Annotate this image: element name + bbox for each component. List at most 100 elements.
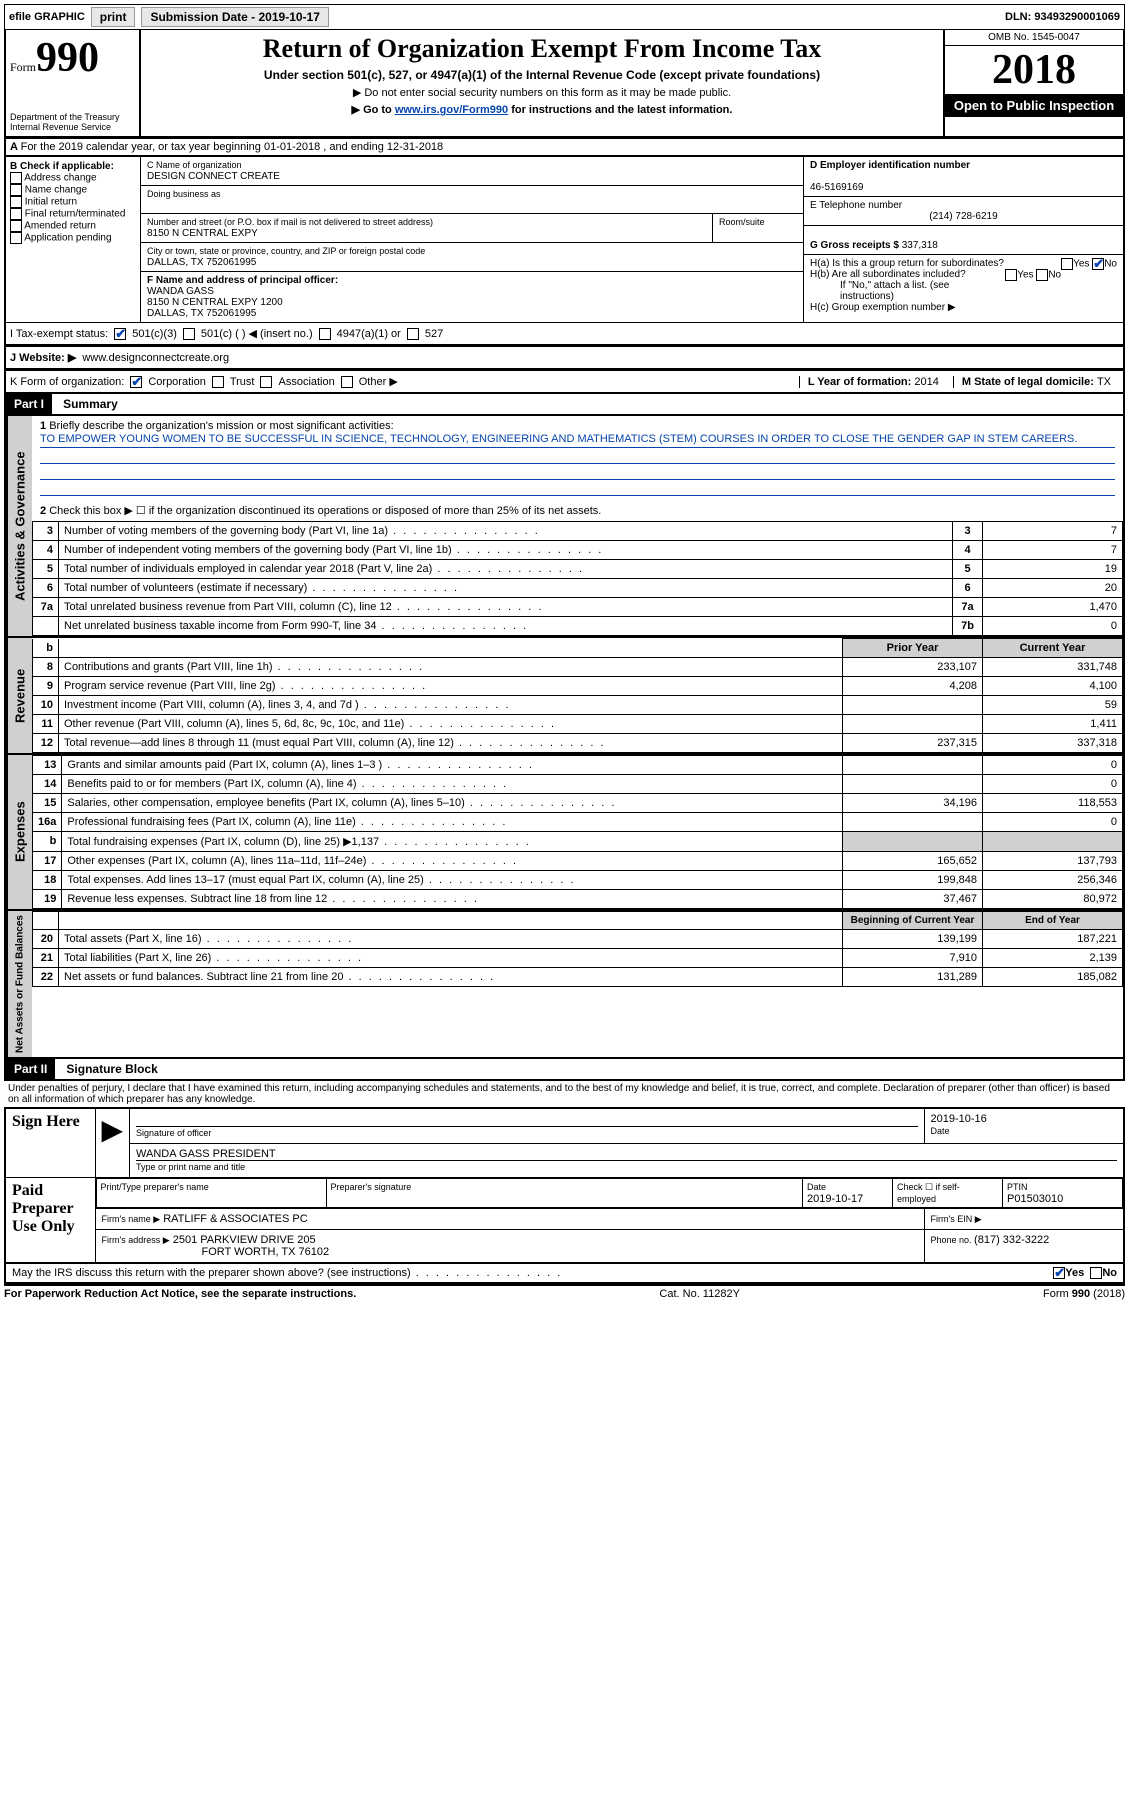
governance-table: 3Number of voting members of the governi…: [32, 521, 1123, 636]
form-title: Return of Organization Exempt From Incom…: [149, 34, 935, 64]
checkbox-527[interactable]: [407, 328, 419, 340]
part-1-header: Part I Summary: [4, 394, 1125, 416]
checkbox-final-return[interactable]: [10, 208, 22, 220]
topbar: efile GRAPHIC print Submission Date - 20…: [4, 4, 1125, 30]
signature-block: Sign Here ▶ Signature of officer 2019-10…: [4, 1107, 1125, 1264]
paid-preparer-label: Paid Preparer Use Only: [5, 1178, 95, 1264]
name-title-label: Type or print name and title: [136, 1162, 245, 1172]
label-city: City or town, state or province, country…: [147, 246, 425, 256]
sections-b-thru-g: B Check if applicable: Address change Na…: [4, 157, 1125, 322]
checkbox-hb-yes[interactable]: [1005, 269, 1017, 281]
efile-label: efile GRAPHIC: [9, 11, 85, 23]
label-org-name: C Name of organization: [147, 160, 242, 170]
h-a: H(a) Is this a group return for subordin…: [810, 258, 1117, 269]
firm-name: RATLIFF & ASSOCIATES PC: [163, 1213, 307, 1225]
checkbox-trust[interactable]: [212, 376, 224, 388]
firm-addr2: FORT WORTH, TX 76102: [102, 1246, 330, 1258]
state-domicile: TX: [1097, 376, 1111, 388]
part1-revenue: Revenue b Prior Year Current Year 8Contr…: [4, 638, 1125, 755]
officer-addr1: 8150 N CENTRAL EXPY 1200: [147, 297, 283, 308]
label-gross: G Gross receipts $: [810, 240, 902, 251]
discuss-row: May the IRS discuss this return with the…: [4, 1264, 1125, 1284]
footer: For Paperwork Reduction Act Notice, see …: [4, 1284, 1125, 1300]
submission-date-button[interactable]: Submission Date - 2019-10-17: [141, 7, 328, 27]
footer-left: For Paperwork Reduction Act Notice, see …: [4, 1288, 356, 1300]
checkbox-hb-no[interactable]: [1036, 269, 1048, 281]
checkbox-initial-return[interactable]: [10, 196, 22, 208]
revenue-table: b Prior Year Current Year 8Contributions…: [32, 638, 1123, 753]
checkbox-name-change[interactable]: [10, 184, 22, 196]
label-ein: D Employer identification number: [810, 160, 970, 171]
form-header: Form990 Department of the Treasury Inter…: [4, 30, 1125, 138]
part1-expenses: Expenses 13Grants and similar amounts pa…: [4, 755, 1125, 911]
website: www.designconnectcreate.org: [82, 352, 229, 364]
dept-treasury: Department of the Treasury: [10, 112, 135, 122]
label-room: Room/suite: [719, 217, 765, 227]
subtitle-3: ▶ Go to www.irs.gov/Form990 for instruct…: [149, 103, 935, 116]
checkbox-501c[interactable]: [183, 328, 195, 340]
sign-here-label: Sign Here: [5, 1108, 95, 1178]
vtab-expenses: Expenses: [6, 755, 32, 909]
irs-link[interactable]: www.irs.gov/Form990: [395, 104, 508, 116]
checkbox-4947[interactable]: [319, 328, 331, 340]
vtab-governance: Activities & Governance: [6, 416, 32, 636]
part1-governance: Activities & Governance 1 Briefly descri…: [4, 416, 1125, 638]
checkbox-discuss-yes[interactable]: [1053, 1267, 1065, 1279]
checkbox-address-change[interactable]: [10, 172, 22, 184]
footer-mid: Cat. No. 11282Y: [659, 1288, 740, 1300]
tax-year: 2018: [945, 46, 1123, 94]
checkbox-app-pending[interactable]: [10, 232, 22, 244]
address: 8150 N CENTRAL EXPY: [147, 228, 258, 239]
vtab-revenue: Revenue: [6, 638, 32, 753]
form-number: 990: [36, 35, 99, 81]
print-button[interactable]: print: [91, 7, 136, 27]
label-address: Number and street (or P.O. box if mail i…: [147, 217, 433, 227]
checkbox-ha-yes[interactable]: [1061, 258, 1073, 270]
checkbox-corp[interactable]: [130, 376, 142, 388]
checkbox-amended[interactable]: [10, 220, 22, 232]
omb-number: OMB No. 1545-0047: [945, 30, 1123, 46]
h-b: H(b) Are all subordinates included? Yes …: [810, 269, 1117, 280]
self-employed: Check ☐ if self-employed: [897, 1182, 960, 1204]
checkbox-discuss-no[interactable]: [1090, 1267, 1102, 1279]
officer-addr2: DALLAS, TX 752061995: [147, 308, 256, 319]
ein: 46-5169169: [810, 182, 863, 193]
h-c: H(c) Group exemption number ▶: [810, 302, 1117, 313]
checkbox-501c3[interactable]: [114, 328, 126, 340]
officer-name-title: WANDA GASS PRESIDENT: [136, 1148, 1117, 1161]
net-assets-table: Beginning of Current Year End of Year 20…: [32, 911, 1123, 987]
checkbox-ha-no[interactable]: [1092, 258, 1104, 270]
sig-date-label: Date: [931, 1126, 950, 1136]
h-b-note: If "No," attach a list. (see instruction…: [810, 280, 1117, 302]
firm-phone: (817) 332-3222: [974, 1234, 1049, 1246]
subtitle-2: ▶ Do not enter social security numbers o…: [149, 86, 935, 99]
label-officer: F Name and address of principal officer:: [147, 275, 338, 286]
firm-ein-label: Firm's EIN ▶: [931, 1214, 982, 1224]
city-state-zip: DALLAS, TX 752061995: [147, 257, 256, 268]
row-k: K Form of organization: Corporation Trus…: [4, 370, 1125, 394]
part1-net-assets: Net Assets or Fund Balances Beginning of…: [4, 911, 1125, 1059]
checkbox-assoc[interactable]: [260, 376, 272, 388]
sig-officer-label: Signature of officer: [136, 1128, 211, 1138]
officer-name: WANDA GASS: [147, 286, 214, 297]
arrow-icon: ▶: [95, 1108, 130, 1178]
signature-declaration: Under penalties of perjury, I declare th…: [4, 1081, 1125, 1107]
year-formation: 2014: [914, 376, 938, 388]
dln: DLN: 93493290001069: [1005, 11, 1120, 23]
sig-date: 2019-10-16: [931, 1113, 1118, 1125]
prep-date: 2019-10-17: [807, 1193, 863, 1205]
org-name: DESIGN CONNECT CREATE: [147, 171, 280, 182]
expenses-table: 13Grants and similar amounts paid (Part …: [32, 755, 1123, 909]
label-phone: E Telephone number: [810, 200, 902, 211]
ptin: P01503010: [1007, 1193, 1063, 1205]
vtab-net: Net Assets or Fund Balances: [6, 911, 32, 1057]
row-j-website: J Website: ▶ www.designconnectcreate.org: [4, 346, 1125, 370]
open-public: Open to Public Inspection: [945, 94, 1123, 117]
footer-right: Form 990 (2018): [1043, 1288, 1125, 1300]
form-word: Form: [10, 60, 36, 74]
mission-text: TO EMPOWER YOUNG WOMEN TO BE SUCCESSFUL …: [40, 432, 1115, 448]
dept-irs: Internal Revenue Service: [10, 122, 135, 132]
line-2: Check this box ▶ ☐ if the organization d…: [49, 505, 601, 517]
section-b: B Check if applicable: Address change Na…: [6, 157, 141, 322]
checkbox-other[interactable]: [341, 376, 353, 388]
